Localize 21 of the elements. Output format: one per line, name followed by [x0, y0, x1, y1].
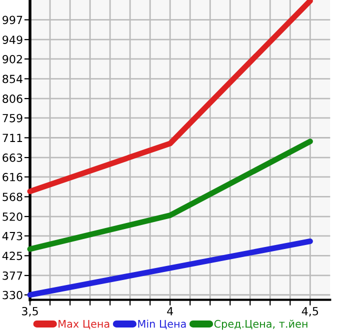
y-tick-label: 330	[2, 290, 22, 300]
y-tick-label: 902	[2, 54, 22, 64]
y-tick-label: 425	[2, 252, 22, 260]
y-tick-label: 520	[2, 212, 22, 221]
y-tick-label: 854	[2, 74, 22, 84]
x-tick-label: 3,5	[22, 306, 38, 317]
x-tick-label: 4	[167, 307, 173, 316]
legend-label: Max Цена	[58, 320, 110, 330]
x-tick-label: 4,5	[302, 307, 318, 317]
y-tick-label: 663	[2, 154, 22, 162]
y-tick-label: 997	[2, 16, 22, 24]
y-tick-label: 949	[2, 36, 22, 44]
legend-label: Min Цена	[138, 320, 186, 330]
y-tick-label: 759	[2, 114, 22, 122]
y-tick-label: 711	[2, 134, 22, 142]
y-tick-label: 377	[2, 271, 22, 280]
y-tick-label: 806	[2, 94, 22, 103]
y-tick-label: 616	[2, 172, 22, 182]
y-tick-label: 568	[2, 192, 22, 202]
legend-label: Сред.Цена, т.йен	[214, 320, 308, 330]
y-tick-label: 473	[2, 232, 22, 240]
